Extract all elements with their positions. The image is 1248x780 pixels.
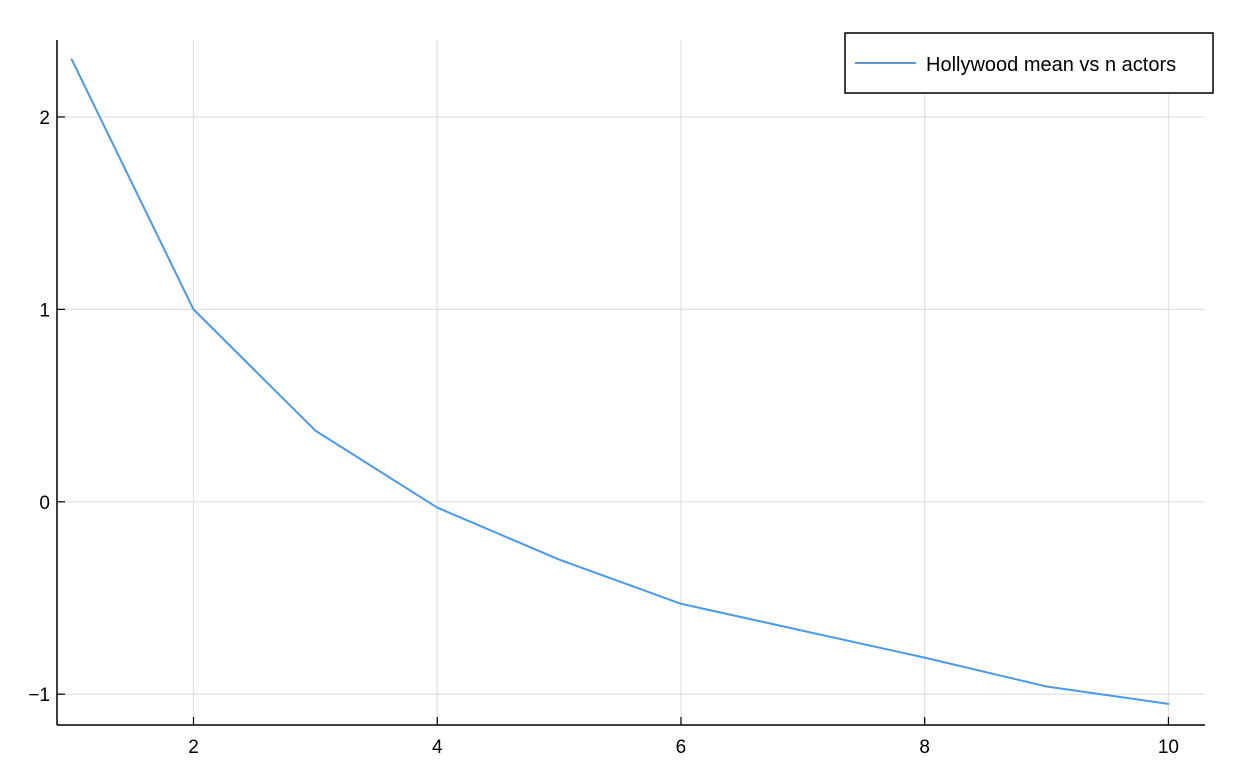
x-tick-label: 4 (432, 737, 443, 758)
x-tick-label: 8 (919, 737, 930, 758)
x-tick-label: 10 (1158, 737, 1179, 758)
y-tick-label: 0 (39, 493, 50, 514)
axes: 2 4 6 8 10 −1 0 1 2 (28, 40, 1205, 758)
x-tick-label: 2 (188, 737, 199, 758)
legend: Hollywood mean vs n actors (844, 32, 1214, 94)
y-tick-label: 2 (39, 108, 50, 129)
x-tick-label: 6 (676, 737, 687, 758)
y-tick-label: 1 (39, 300, 50, 321)
series-layer (70, 58, 1170, 705)
grid (57, 40, 1205, 725)
series-line (70, 58, 1170, 705)
y-tick-label: −1 (28, 685, 50, 706)
legend-label: Hollywood mean vs n actors (926, 54, 1176, 76)
